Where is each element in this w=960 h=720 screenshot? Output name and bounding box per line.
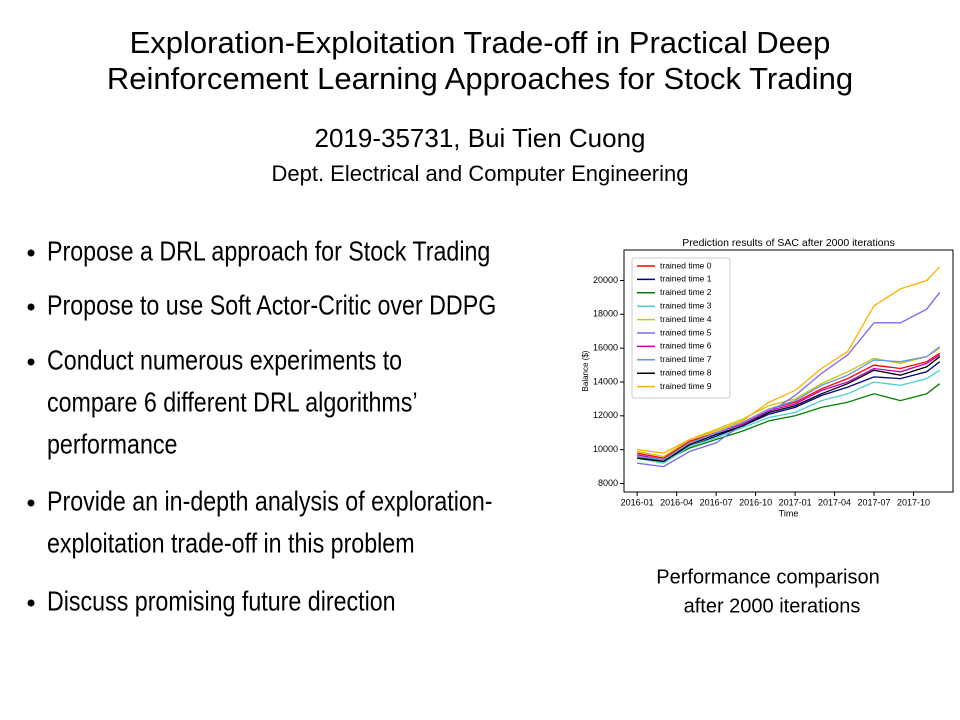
author: 2019-35731, Bui Tien Cuong: [314, 123, 645, 153]
series-line: [637, 291, 941, 468]
bullet-line: exploitation trade-off in this problem: [47, 528, 415, 558]
caption: Performance comparison: [656, 566, 879, 588]
x-tick-label: 2016-01: [621, 497, 654, 507]
legend-label: trained time 4: [660, 314, 712, 324]
bullet-line: Discuss promising future direction: [47, 586, 396, 616]
legend-box: [631, 257, 731, 399]
bullet-line: performance: [47, 429, 177, 459]
bullet-dot: [27, 303, 35, 311]
bullet-text: Conduct numerous experiments to: [47, 345, 402, 375]
series-line: [637, 266, 941, 454]
affiliation: Dept. Electrical and Computer Engineerin…: [271, 161, 688, 186]
bullet-text: compare 6 different DRL algorithms’: [47, 387, 418, 417]
bullet-text: exploitation trade-off in this problem: [47, 528, 415, 558]
legend-label: trained time 6: [660, 341, 712, 351]
x-tick-label: 2016-10: [739, 497, 772, 507]
bullet-list: Propose a DRL approach for Stock Trading…: [27, 236, 496, 617]
legend-label: trained time 3: [660, 300, 712, 310]
series-line: [637, 352, 941, 459]
x-tick-label: 2017-01: [779, 497, 812, 507]
bullet-text: Discuss promising future direction: [47, 586, 396, 616]
series-line: [637, 345, 941, 461]
x-tick-label: 2017-04: [818, 497, 851, 507]
bullet-dot: [27, 599, 35, 607]
bullet-line: compare 6 different DRL algorithms’: [47, 387, 418, 417]
slide-title: Reinforcement Learning Approaches for St…: [107, 61, 853, 96]
x-tick-label: 2016-04: [660, 497, 693, 507]
bullet-dot: [27, 249, 35, 257]
bullet-text: Propose a DRL approach for Stock Trading: [47, 236, 490, 266]
y-tick-label: 8000: [598, 478, 618, 488]
caption: after 2000 iterations: [684, 595, 861, 617]
y-tick-label: 16000: [593, 343, 618, 353]
x-axis-label: Time: [779, 508, 799, 518]
bullet-text: Propose to use Soft Actor-Critic over DD…: [47, 290, 496, 320]
x-tick-label: 2017-07: [858, 497, 891, 507]
bullet-dot: [27, 499, 35, 507]
bullet-dot: [27, 358, 35, 366]
legend-label: trained time 1: [660, 274, 712, 284]
slide-title: Exploration-Exploitation Trade-off in Pr…: [130, 25, 831, 60]
y-axis-label: Balance ($): [581, 350, 590, 391]
bullet-line: Provide an in-depth analysis of explorat…: [47, 486, 492, 516]
series-line: [637, 356, 941, 463]
y-tick-label: 18000: [593, 309, 618, 319]
legend-label: trained time 8: [660, 367, 712, 377]
bullet-text: Provide an in-depth analysis of explorat…: [47, 486, 492, 516]
y-tick-label: 14000: [593, 376, 618, 386]
chart: Prediction results of SAC after 2000 ite…: [581, 237, 954, 518]
plot-frame: [623, 249, 954, 493]
y-tick-label: 12000: [593, 410, 618, 420]
bullet-text: performance: [47, 429, 177, 459]
y-tick-label: 20000: [593, 275, 618, 285]
legend-label: trained time 5: [660, 327, 712, 337]
series-line: [637, 369, 941, 464]
legend-label: trained time 0: [660, 260, 712, 270]
legend-label: trained time 9: [660, 381, 712, 391]
chart-title: Prediction results of SAC after 2000 ite…: [682, 237, 894, 249]
x-tick-label: 2016-07: [700, 497, 733, 507]
series-line: [637, 383, 941, 463]
x-tick-label: 2017-10: [897, 497, 930, 507]
bullet-line: Conduct numerous experiments to: [47, 345, 402, 375]
legend-label: trained time 2: [660, 287, 712, 297]
bullet-line: Propose to use Soft Actor-Critic over DD…: [47, 290, 496, 320]
bullet-line: Propose a DRL approach for Stock Trading: [47, 236, 490, 266]
legend-label: trained time 7: [660, 354, 712, 364]
y-tick-label: 10000: [593, 444, 618, 454]
